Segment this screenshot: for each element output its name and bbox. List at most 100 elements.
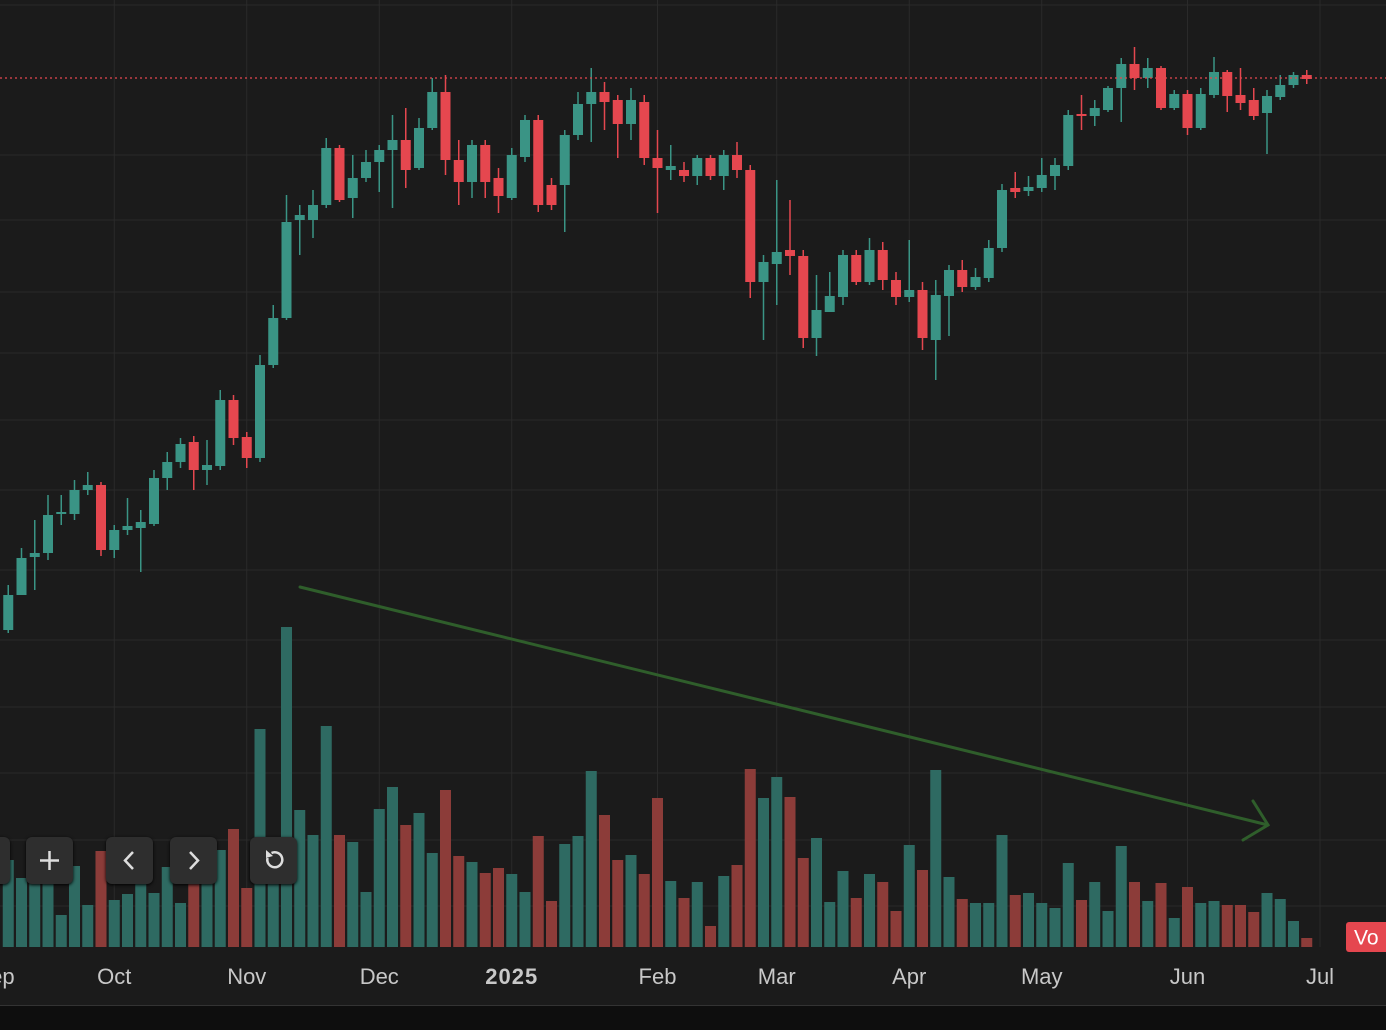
x-tick-label: 2025	[485, 964, 538, 989]
candle-body	[851, 255, 862, 282]
candle-body	[917, 290, 928, 338]
volume-bar	[705, 926, 716, 947]
volume-bar	[267, 850, 279, 947]
candle-body	[612, 100, 623, 124]
volume-bar	[148, 893, 160, 947]
volume-bar	[771, 777, 783, 947]
volume-bar	[890, 911, 902, 947]
candle-body	[308, 205, 318, 220]
candle-body	[745, 170, 756, 282]
candle-body	[109, 530, 120, 550]
volume-bar	[996, 835, 1008, 947]
candle-body	[983, 248, 994, 278]
volume-bar	[1142, 901, 1154, 947]
candle-body	[175, 444, 186, 462]
candle-body	[904, 290, 915, 297]
button[interactable]	[0, 837, 10, 884]
volume-bar	[29, 880, 41, 947]
volume-bar	[1129, 882, 1140, 947]
volume-bar	[1301, 938, 1313, 947]
candle-body	[1142, 68, 1153, 78]
candle-body	[573, 104, 583, 135]
x-tick-label: Mar	[758, 964, 796, 989]
reset-button[interactable]	[250, 837, 297, 884]
candle-body	[294, 215, 305, 220]
candle-body	[1169, 94, 1180, 108]
candle-body	[520, 120, 530, 157]
candle-body	[1050, 165, 1060, 176]
x-tick-label: Oct	[97, 964, 131, 989]
candle-body	[705, 158, 716, 176]
candle-body	[347, 178, 358, 198]
volume-bar	[1155, 883, 1167, 947]
volume-bar	[400, 825, 412, 947]
candle-body	[467, 145, 477, 182]
volume-bar	[532, 836, 544, 947]
candle-body	[692, 158, 703, 176]
candle-body	[1209, 72, 1219, 95]
volume-bar	[122, 894, 133, 947]
x-tick-label: Feb	[639, 964, 677, 989]
volume-bar	[983, 903, 995, 947]
candle-body	[427, 92, 438, 128]
candle-body	[241, 437, 252, 458]
candle-body	[758, 262, 769, 282]
candle-body	[1023, 187, 1034, 191]
volume-bar	[903, 845, 915, 947]
volume-bar	[1023, 893, 1034, 947]
candle-body	[1116, 64, 1127, 88]
candle-body	[56, 512, 67, 514]
candle-body	[82, 485, 93, 490]
candle-body	[626, 100, 636, 124]
volume-bar	[850, 898, 862, 947]
candle-body	[1089, 108, 1100, 116]
volume-bar	[758, 798, 769, 947]
trend-arrow	[298, 585, 1271, 842]
candle-body	[453, 160, 464, 182]
candle-body	[387, 140, 398, 150]
volume-bar	[2, 860, 14, 947]
candle-body	[43, 515, 53, 553]
candle-body	[785, 250, 795, 256]
volume-bar	[943, 877, 955, 947]
volume-bar	[201, 872, 213, 947]
volume-bar	[373, 809, 385, 947]
candle-body	[334, 148, 345, 200]
candle-body	[864, 250, 875, 282]
volume-bar	[546, 901, 557, 947]
volume-bar	[1208, 901, 1220, 947]
candle-body	[559, 135, 570, 185]
volume-bar	[241, 888, 253, 947]
candle-body	[997, 190, 1007, 248]
candle-body	[1063, 115, 1074, 166]
volume-bar	[665, 881, 677, 947]
candle-body	[639, 102, 650, 158]
candle-body	[1301, 75, 1312, 79]
scroll-left-button[interactable]	[106, 837, 153, 884]
volume-label: Vo	[1354, 927, 1379, 950]
volume-bar	[1221, 905, 1233, 947]
volume-bar	[175, 903, 186, 947]
footer-strip	[0, 1005, 1386, 1030]
volume-bar	[1235, 905, 1246, 947]
candle-body	[665, 166, 676, 170]
candle-body	[228, 400, 239, 438]
candle-body	[1275, 85, 1286, 97]
candle-body	[1103, 88, 1113, 110]
candle-body	[533, 120, 544, 205]
candle-body	[944, 270, 954, 296]
candle-body	[718, 155, 729, 176]
volume-bar	[1009, 895, 1021, 947]
volume-bar	[281, 627, 292, 947]
x-tick-label: Apr	[892, 964, 926, 989]
volume-bar	[16, 878, 27, 947]
zoom-in-button[interactable]	[26, 837, 73, 884]
volume-bar	[214, 850, 226, 947]
volume-bar	[95, 851, 107, 947]
volume-bar	[42, 875, 54, 947]
volume-bar	[440, 790, 451, 947]
volume-bar	[625, 855, 637, 947]
scroll-right-button[interactable]	[170, 837, 217, 884]
candle-body	[135, 522, 146, 528]
